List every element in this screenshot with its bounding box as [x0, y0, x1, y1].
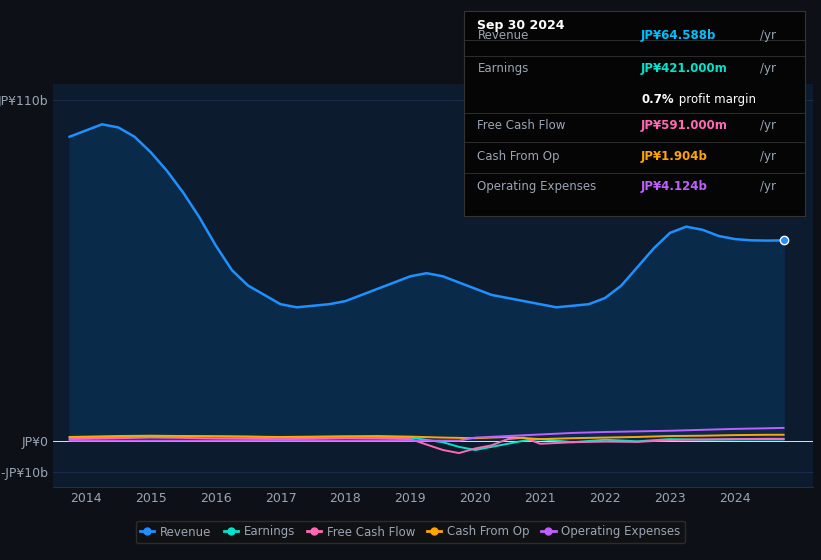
Text: JP¥591.000m: JP¥591.000m — [641, 119, 728, 132]
Text: JP¥421.000m: JP¥421.000m — [641, 62, 727, 75]
Text: Cash From Op: Cash From Op — [478, 150, 560, 163]
Text: JP¥64.588b: JP¥64.588b — [641, 29, 717, 42]
Text: /yr: /yr — [760, 119, 777, 132]
Text: JP¥4.124b: JP¥4.124b — [641, 180, 708, 194]
Text: /yr: /yr — [760, 62, 777, 75]
Text: Revenue: Revenue — [478, 29, 529, 42]
Text: profit margin: profit margin — [675, 92, 756, 106]
Text: Operating Expenses: Operating Expenses — [478, 180, 597, 194]
Text: /yr: /yr — [760, 180, 777, 194]
Text: Earnings: Earnings — [478, 62, 529, 75]
Text: Free Cash Flow: Free Cash Flow — [478, 119, 566, 132]
Text: /yr: /yr — [760, 150, 777, 163]
Text: Sep 30 2024: Sep 30 2024 — [478, 19, 565, 32]
Legend: Revenue, Earnings, Free Cash Flow, Cash From Op, Operating Expenses: Revenue, Earnings, Free Cash Flow, Cash … — [135, 521, 686, 543]
Text: JP¥1.904b: JP¥1.904b — [641, 150, 708, 163]
Text: /yr: /yr — [760, 29, 777, 42]
Text: 0.7%: 0.7% — [641, 92, 674, 106]
